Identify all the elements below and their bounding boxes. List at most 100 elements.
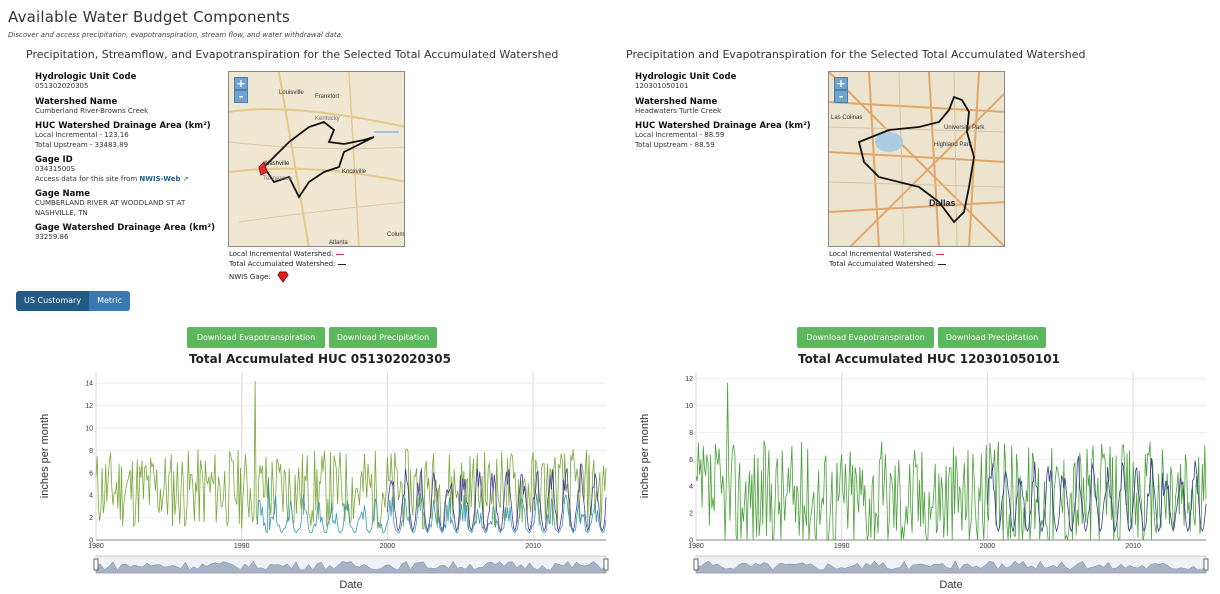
page-title: Available Water Budget Components: [8, 8, 290, 26]
map-label-kentucky: Kentucky: [315, 116, 340, 122]
right-map[interactable]: University Park Highland Park Dallas Las…: [828, 71, 1005, 247]
right-map-canvas: University Park Highland Park Dallas Las…: [829, 72, 1004, 246]
left-chart-title: Total Accumulated HUC 051302020305: [189, 352, 451, 366]
huc-value: 120301050101: [635, 82, 689, 90]
x-tick-label: 2000: [980, 543, 996, 550]
y-tick-label: 12: [685, 376, 693, 383]
y-tick-label: 10: [85, 426, 93, 433]
access-text: Access data for this site from: [35, 174, 138, 183]
right-info: Hydrologic Unit Code 120301050101 Waters…: [635, 72, 825, 150]
legend-total-row: Total Accumulated Watershed:: [229, 259, 347, 269]
y-tick-label: 6: [689, 457, 693, 464]
watershed-value: Headwaters Turtle Creek: [635, 106, 722, 115]
x-axis-label: Date: [339, 579, 362, 591]
legend-total-row: Total Accumulated Watershed:: [829, 259, 947, 269]
map-label-louisville: Louisville: [279, 90, 304, 96]
zoom-out-button[interactable]: -: [834, 90, 848, 103]
map-label-highland-park: Highland Park: [934, 142, 973, 148]
zoom-in-button[interactable]: +: [234, 77, 248, 90]
gage-id-value: 03431500S: [35, 165, 76, 173]
watershed-label: Watershed Name: [635, 96, 718, 107]
huc-label: Hydrologic Unit Code: [35, 72, 137, 82]
left-map[interactable]: Louisville Frankfort Kentucky Nashville …: [228, 71, 405, 247]
right-chart-title: Total Accumulated HUC 120301050101: [798, 352, 1060, 366]
y-tick-label: 0: [689, 538, 693, 545]
access-row: Access data for this site from NWIS-Web …: [35, 175, 225, 185]
area-local: Local Incremental - 123.16: [35, 131, 129, 139]
right-panel-heading: Precipitation and Evapotranspiration for…: [626, 48, 1086, 61]
us-customary-button[interactable]: US Customary: [16, 291, 90, 311]
y-tick-label: 2: [89, 515, 93, 522]
local-line-icon: [336, 253, 345, 255]
y-tick-label: 4: [89, 493, 93, 500]
gage-area-label: Gage Watershed Drainage Area (km²): [35, 223, 215, 233]
gage-id-label: Gage ID: [35, 155, 73, 165]
gage-area-value: 33259.86: [35, 233, 69, 241]
right-map-zoom: + -: [834, 77, 848, 103]
y-axis-label: inches per month: [639, 414, 651, 498]
map-label-dallas: Dallas: [929, 198, 956, 208]
metric-button[interactable]: Metric: [89, 291, 130, 311]
x-tick-label: 1980: [688, 543, 704, 550]
left-panel-heading: Precipitation, Streamflow, and Evapotran…: [26, 48, 559, 61]
range-handle-left[interactable]: [93, 558, 99, 571]
gage-marker-icon: [277, 271, 289, 283]
map-label-nashville: Nashville: [265, 161, 290, 167]
gage-name-value: CUMBERLAND RIVER AT WOODLAND ST AT NASHV…: [35, 199, 186, 217]
area-label: HUC Watershed Drainage Area (km²): [635, 121, 811, 131]
range-handle-right[interactable]: [603, 558, 609, 571]
y-tick-label: 4: [689, 484, 693, 491]
zoom-in-button[interactable]: +: [834, 77, 848, 90]
right-download-precip-button[interactable]: Download Precipitation: [938, 327, 1046, 348]
huc-label: Hydrologic Unit Code: [635, 72, 737, 82]
y-tick-label: 8: [89, 448, 93, 455]
legend-local-row: Local Incremental Watershed:: [229, 249, 346, 259]
x-tick-label: 1980: [88, 543, 104, 550]
left-map-canvas: Louisville Frankfort Kentucky Nashville …: [229, 72, 404, 246]
map-label-atlanta: Atlanta: [329, 240, 348, 246]
left-chart[interactable]: 1980 1990 2000 2010 0 2 4 6 8 10 12 14 inches per mo…: [20, 368, 620, 592]
area-label: HUC Watershed Drainage Area (km²): [35, 121, 211, 131]
x-tick-label: 1990: [234, 543, 250, 550]
y-tick-label: 6: [89, 470, 93, 477]
map-label-colum: Colum: [387, 232, 404, 238]
unit-toggle: US Customary Metric: [16, 291, 130, 311]
y-tick-label: 2: [689, 511, 693, 518]
left-info: Hydrologic Unit Code 051302020305 Waters…: [35, 72, 225, 243]
right-map-legend: Local Incremental Watershed: Total Accum…: [829, 249, 947, 269]
x-tick-label: 1990: [834, 543, 850, 550]
y-tick-label: 12: [85, 403, 93, 410]
watershed-value: Cumberland River-Browns Creek: [35, 106, 149, 115]
x-axis-label: Date: [939, 579, 962, 591]
x-tick-label: 2000: [380, 543, 396, 550]
map-label-tennessee: Tennessee: [263, 176, 293, 182]
right-chart[interactable]: 1980 1990 2000 2010 0 2 4 6 8 10 12 inches per mont…: [620, 368, 1220, 592]
series-line-streamflow: [256, 478, 607, 534]
map-label-las-colinas: Las Colinas: [831, 115, 862, 121]
total-line-icon: [338, 263, 347, 265]
x-tick-label: 2010: [1125, 543, 1141, 550]
range-handle-left[interactable]: [693, 558, 699, 571]
series-line-et: [387, 463, 607, 533]
range-handle-right[interactable]: [1203, 558, 1209, 571]
area-upstream: Total Upstream - 88.59: [635, 140, 715, 149]
legend-local-row: Local Incremental Watershed:: [829, 249, 946, 259]
legend-gage-row: NWIS Gage:: [229, 271, 346, 283]
left-download-precip-button[interactable]: Download Precipitation: [329, 327, 437, 348]
zoom-out-button[interactable]: -: [234, 90, 248, 103]
right-download-et-button[interactable]: Download Evapotranspiration: [797, 327, 934, 348]
watershed-label: Watershed Name: [35, 96, 118, 107]
left-map-zoom: + -: [234, 77, 248, 103]
series-line-et: [987, 456, 1207, 533]
range-navigator-area: [695, 560, 1207, 574]
left-map-legend: Local Incremental Watershed: Total Accum…: [229, 249, 347, 283]
y-tick-label: 0: [89, 538, 93, 545]
total-line-icon: [938, 263, 947, 265]
map-label-knoxville: Knoxville: [342, 169, 367, 175]
nwis-web-link[interactable]: NWIS-Web: [139, 174, 181, 183]
left-download-et-button[interactable]: Download Evapotranspiration: [187, 327, 325, 348]
series-line-precip: [95, 380, 607, 530]
y-tick-label: 14: [85, 381, 93, 388]
map-label-university-park: University Park: [944, 125, 985, 131]
local-line-icon: [936, 253, 945, 255]
